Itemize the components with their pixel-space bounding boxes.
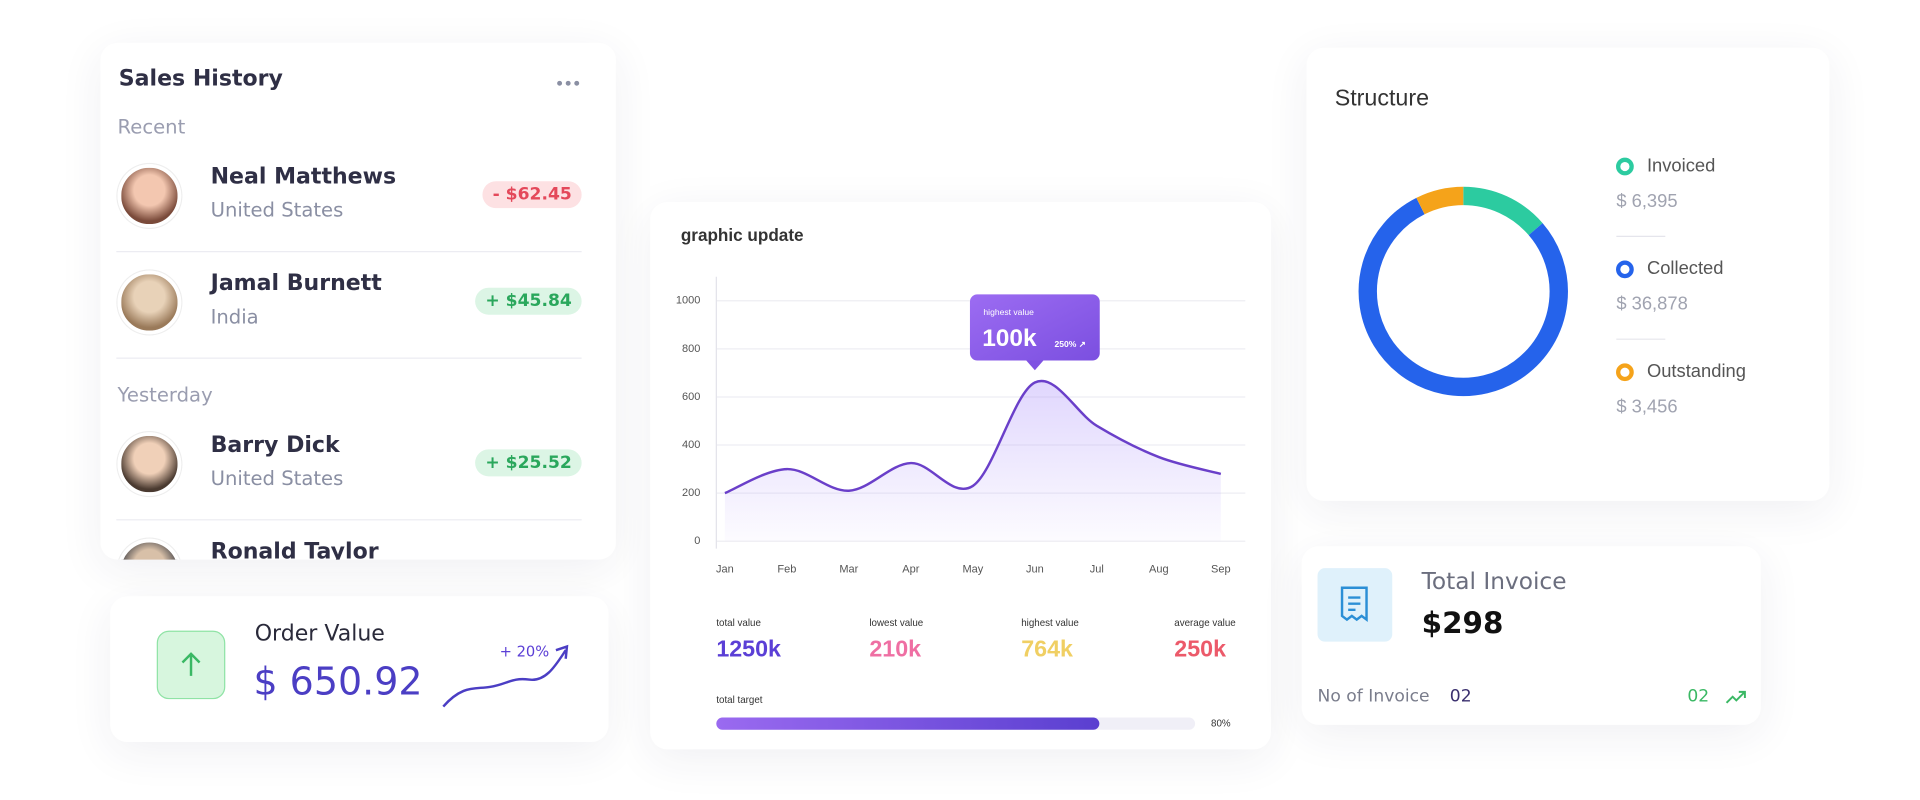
structure-card — [1306, 47, 1830, 501]
separator — [116, 251, 582, 253]
total-invoice-card: Total Invoice $298 No of Invoice 02 02 — [1301, 546, 1761, 725]
group-label: Recent — [117, 115, 186, 139]
order-title: Order Value — [254, 620, 385, 647]
order-value: $ 650.92 — [253, 660, 423, 705]
amount-badge: + $45.84 — [475, 287, 582, 315]
separator — [116, 519, 582, 521]
invoice-title: Total Invoice — [1421, 568, 1567, 596]
customer-name: Barry Dick — [210, 432, 340, 458]
graphic-update-card — [650, 202, 1272, 750]
separator — [116, 357, 582, 359]
invoice-value: $298 — [1421, 606, 1504, 641]
avatar — [117, 164, 182, 228]
trend-icon — [1725, 690, 1746, 704]
avatar — [117, 538, 182, 560]
order-value-card: Order Value $ 650.92 + 20% — [110, 596, 609, 743]
card-title: Sales History — [118, 66, 283, 92]
customer-name: Neal Matthews — [210, 164, 397, 190]
more-menu[interactable] — [556, 80, 580, 87]
group-label: Yesterday — [117, 383, 213, 407]
order-change: + 20% — [499, 642, 550, 661]
avatar — [117, 432, 182, 496]
invoice-icon — [1317, 568, 1393, 642]
amount-badge: - $62.45 — [482, 181, 582, 209]
invoice-change: 02 — [1687, 686, 1710, 707]
customer-country: United States — [210, 198, 344, 222]
avatar — [117, 270, 182, 335]
amount-badge: + $25.52 — [475, 449, 582, 477]
customer-name: Jamal Burnett — [210, 270, 382, 297]
customer-country: United States — [210, 466, 344, 490]
invoice-count-label: No of Invoice — [1317, 686, 1430, 707]
sales-history-card: Sales History Recent Neal Matthews United … — [100, 42, 616, 560]
invoice-count: 02 — [1449, 686, 1472, 707]
up-icon — [156, 630, 226, 700]
sparkline — [442, 644, 569, 708]
customer-name: Ronald Taylor — [210, 538, 379, 560]
customer-country: India — [210, 304, 259, 329]
